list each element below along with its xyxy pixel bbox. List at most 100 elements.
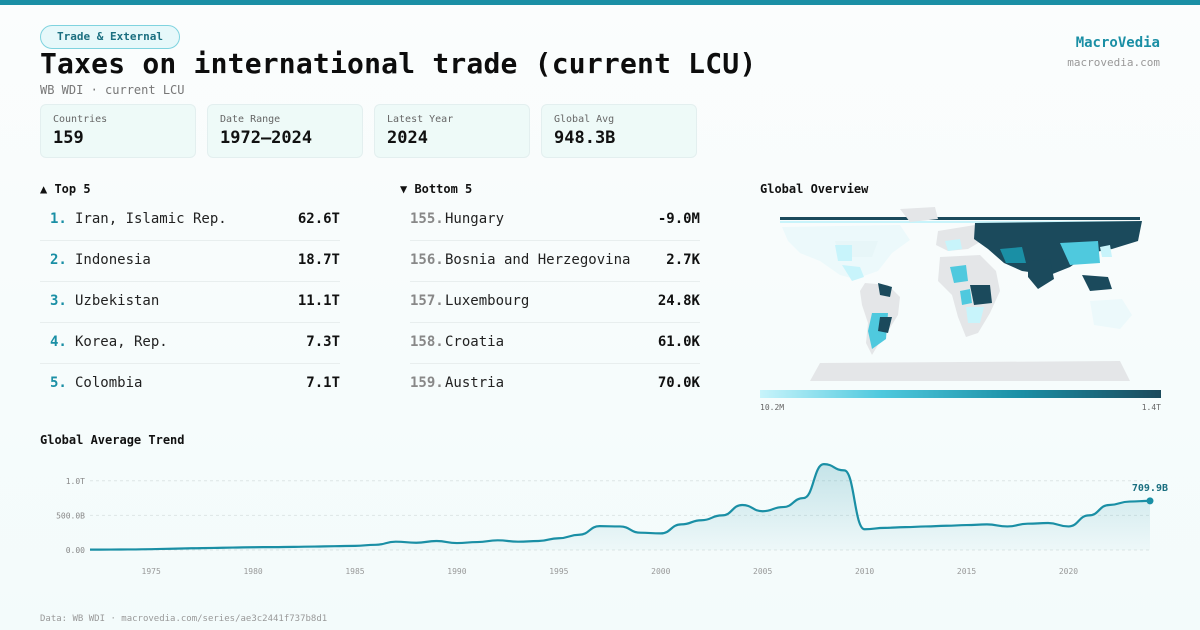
list-item[interactable]: 156. Bosnia and Herzegovina 2.7K	[410, 241, 700, 282]
map-indonesia[interactable]	[1082, 275, 1112, 291]
rank-number: 155.	[410, 211, 444, 227]
list-item[interactable]: 3. Uzbekistan 11.1T	[40, 282, 340, 323]
x-tick-label: 1975	[142, 567, 161, 576]
y-tick-label: 500.0B	[56, 511, 85, 520]
trend-line	[89, 463, 1151, 551]
y-tick-label: 0.00	[66, 546, 85, 555]
map-usa-west[interactable]	[835, 245, 852, 261]
global-average-trend-chart[interactable]: 0.00 500.0B 1.0T 1975 1980 1985 1990 1995 2000 20…	[40, 460, 1170, 585]
bottom5-heading: ▼ Bottom 5	[400, 182, 473, 196]
map-china[interactable]	[1060, 241, 1100, 265]
map-colombia[interactable]	[878, 283, 892, 297]
brand-url[interactable]: macrovedia.com	[1067, 56, 1160, 69]
x-tick-label: 2000	[651, 567, 670, 576]
country-value: 7.1T	[306, 375, 340, 391]
stat-value: 159	[53, 128, 84, 148]
x-tick-label: 2005	[753, 567, 772, 576]
map-north-africa[interactable]	[950, 265, 968, 283]
map-korea[interactable]	[1100, 245, 1112, 257]
latest-value-label: 709.9B	[1132, 483, 1168, 494]
country-value: 70.0K	[657, 375, 700, 391]
map-southern-africa[interactable]	[966, 307, 984, 323]
map-greenland	[900, 207, 938, 222]
stat-card-global-avg: Global Avg 948.3B	[541, 104, 697, 158]
x-tick-label: 1985	[345, 567, 364, 576]
country-name: Colombia	[75, 375, 143, 391]
list-item[interactable]: 157. Luxembourg 24.8K	[410, 282, 700, 323]
country-value: 11.1T	[297, 293, 340, 309]
country-value: 24.8K	[657, 293, 700, 309]
country-value: 7.3T	[306, 334, 340, 350]
latest-point	[1146, 497, 1154, 505]
map-central-africa[interactable]	[960, 289, 972, 305]
page-title: Taxes on international trade (current LC…	[40, 47, 757, 80]
stat-card-date-range: Date Range 1972–2024	[207, 104, 363, 158]
page-subtitle: WB WDI · current LCU	[40, 83, 185, 97]
map-heading: Global Overview	[760, 182, 869, 196]
world-map[interactable]	[760, 205, 1161, 383]
top5-heading: ▲ Top 5	[40, 182, 91, 196]
country-name: Indonesia	[75, 252, 151, 268]
map-mexico[interactable]	[842, 265, 864, 281]
country-value: 61.0K	[657, 334, 700, 350]
map-iran[interactable]	[1000, 247, 1026, 263]
country-value: 2.7K	[666, 252, 700, 268]
stat-value: 948.3B	[554, 128, 616, 148]
rank-number: 2.	[50, 252, 67, 268]
list-item[interactable]: 2. Indonesia 18.7T	[40, 241, 340, 282]
rank-number: 158.	[410, 334, 444, 350]
country-name: Korea, Rep.	[75, 334, 168, 350]
scale-max-label: 1.4T	[1141, 403, 1161, 412]
country-value: 18.7T	[297, 252, 340, 268]
map-india[interactable]	[1028, 259, 1054, 289]
trend-heading: Global Average Trend	[40, 433, 185, 447]
footer-source: Data: WB WDI · macrovedia.com/series/ae3…	[40, 614, 328, 624]
x-tick-label: 2015	[957, 567, 976, 576]
map-arctic-band	[780, 217, 1140, 220]
stat-label: Countries	[53, 114, 108, 125]
x-tick-label: 1990	[447, 567, 466, 576]
country-value: -9.0M	[657, 211, 700, 227]
map-australia[interactable]	[1090, 299, 1132, 329]
stat-card-countries: Countries 159	[40, 104, 196, 158]
stat-label: Global Avg	[554, 114, 615, 125]
rank-number: 156.	[410, 252, 444, 268]
country-name: Uzbekistan	[75, 293, 160, 309]
country-name: Iran, Islamic Rep.	[75, 211, 227, 227]
category-tag[interactable]: Trade & External	[40, 25, 180, 49]
rank-number: 157.	[410, 293, 444, 309]
brand-name[interactable]: MacroVedia	[1075, 35, 1160, 51]
map-arctic-band	[780, 221, 1140, 223]
list-item[interactable]: 1. Iran, Islamic Rep. 62.6T	[40, 200, 340, 241]
country-name: Hungary	[445, 211, 505, 227]
list-item[interactable]: 159. Austria 70.0K	[410, 364, 700, 404]
country-name: Croatia	[445, 334, 505, 350]
stat-label: Date Range	[220, 114, 281, 125]
list-item[interactable]: 155. Hungary -9.0M	[410, 200, 700, 241]
scale-min-label: 10.2M	[760, 403, 785, 412]
stat-label: Latest Year	[387, 114, 454, 125]
map-antarctica	[810, 361, 1130, 381]
list-item[interactable]: 4. Korea, Rep. 7.3T	[40, 323, 340, 364]
bottom5-list: 155. Hungary -9.0M 156. Bosnia and Herze…	[410, 200, 700, 404]
country-name: Austria	[445, 375, 505, 391]
x-tick-label: 1995	[549, 567, 568, 576]
country-value: 62.6T	[297, 211, 340, 227]
map-color-scale	[760, 390, 1161, 398]
stat-value: 2024	[387, 128, 428, 148]
x-tick-label: 2020	[1059, 567, 1078, 576]
list-item[interactable]: 5. Colombia 7.1T	[40, 364, 340, 404]
map-east-africa[interactable]	[970, 285, 992, 305]
x-tick-label: 2010	[855, 567, 874, 576]
map-brazil-south[interactable]	[878, 317, 892, 333]
country-name: Bosnia and Herzegovina	[445, 252, 631, 268]
rank-number: 5.	[50, 375, 67, 391]
map-central-europe[interactable]	[945, 239, 962, 251]
top5-list: 1. Iran, Islamic Rep. 62.6T 2. Indonesia…	[40, 200, 340, 404]
map-asia[interactable]	[974, 221, 1142, 275]
list-item[interactable]: 158. Croatia 61.0K	[410, 323, 700, 364]
y-tick-label: 1.0T	[66, 477, 85, 486]
stat-card-latest-year: Latest Year 2024	[374, 104, 530, 158]
rank-number: 3.	[50, 293, 67, 309]
rank-number: 159.	[410, 375, 444, 391]
